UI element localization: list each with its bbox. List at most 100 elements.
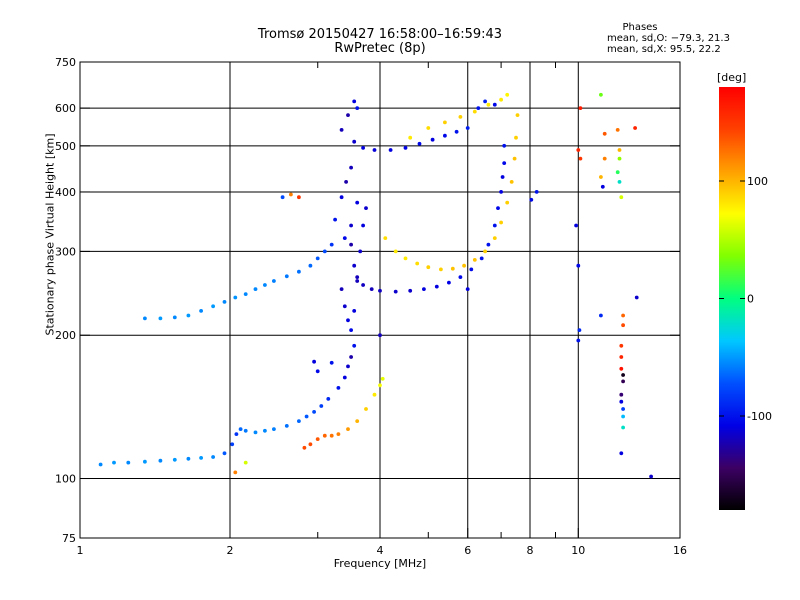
echo-point — [617, 156, 622, 161]
x-tick-label: 6 — [464, 544, 471, 557]
echo-point — [222, 300, 227, 304]
echo-point — [349, 355, 353, 359]
echo-point — [426, 265, 431, 270]
echo-point — [342, 236, 347, 241]
echo-point — [199, 309, 204, 313]
echo-point — [253, 287, 258, 291]
echo-point — [388, 148, 393, 152]
echo-point — [238, 427, 243, 431]
echo-point — [369, 287, 374, 291]
echo-point — [469, 267, 474, 272]
echo-point — [336, 386, 341, 390]
echo-point — [378, 288, 382, 293]
echo-point — [621, 425, 625, 430]
echo-point — [312, 410, 316, 414]
echo-point — [364, 407, 368, 411]
echo-point — [344, 180, 348, 184]
echo-point — [326, 397, 331, 401]
y-tick-label: 600 — [55, 102, 76, 115]
echo-point — [509, 180, 514, 184]
echo-point — [602, 131, 607, 136]
echo-point — [515, 113, 520, 117]
echo-point — [308, 263, 313, 268]
echo-point — [476, 106, 481, 110]
axis-ticks: 1 2 4 6 8 10 16 75 100 200 300 400 500 600 750 — [55, 56, 687, 557]
echo-point — [339, 127, 344, 132]
echo-point — [315, 256, 320, 261]
echo-point — [619, 355, 624, 359]
echo-point — [514, 135, 518, 140]
echo-point — [617, 148, 622, 152]
y-tick-label: 100 — [55, 473, 76, 486]
echo-point — [621, 313, 625, 318]
echo-point — [297, 269, 301, 274]
echo-point — [126, 460, 131, 465]
echo-point — [465, 287, 470, 291]
echo-point — [599, 92, 603, 97]
echo-point — [358, 249, 363, 254]
echo-point — [458, 115, 463, 119]
echo-point — [483, 99, 487, 104]
echo-point — [329, 433, 334, 438]
echo-point — [380, 376, 385, 381]
echo-point — [272, 427, 276, 431]
echo-point — [615, 170, 620, 175]
echo-point — [619, 195, 624, 200]
echo-point — [243, 460, 248, 465]
echo-point — [186, 313, 191, 318]
echo-point — [233, 295, 238, 300]
echo-point — [352, 139, 357, 144]
x-axis-title: Frequency [MHz] — [333, 557, 427, 570]
echo-point — [372, 392, 377, 397]
x-tick-label: 4 — [377, 544, 384, 557]
echo-point — [352, 99, 357, 104]
echo-point — [361, 283, 365, 287]
echo-point — [599, 175, 603, 179]
phase-stats-o-mode: mean, sd,O: −79.3, 21.3 — [607, 33, 730, 44]
chart-title: Tromsø 20150427 16:58:00–16:59:43 — [257, 27, 503, 42]
echo-point — [339, 287, 344, 291]
echo-point — [576, 263, 581, 268]
echo-point — [502, 161, 507, 166]
echo-point — [364, 206, 368, 211]
echo-point — [472, 109, 477, 114]
echo-point — [576, 338, 581, 343]
echo-point — [339, 195, 344, 200]
echo-point — [349, 242, 353, 247]
echo-point — [403, 146, 408, 150]
echo-point — [486, 242, 491, 247]
echo-point — [505, 92, 510, 97]
echo-point — [361, 146, 365, 150]
echo-point — [342, 304, 347, 309]
echo-point — [426, 126, 431, 130]
y-tick-label: 75 — [62, 532, 76, 545]
echo-point — [415, 261, 420, 266]
echo-point — [472, 258, 477, 262]
echo-point — [602, 156, 607, 161]
echo-point — [434, 284, 439, 289]
y-tick-label: 750 — [55, 56, 76, 69]
echo-point — [346, 427, 350, 431]
echo-point — [222, 451, 227, 456]
echo-point — [352, 309, 357, 313]
echo-point — [361, 223, 365, 228]
echo-point — [512, 156, 517, 161]
y-tick-label: 400 — [55, 186, 76, 199]
echo-point — [403, 256, 408, 261]
echo-point — [355, 200, 360, 205]
echo-point — [483, 249, 487, 254]
echo-point — [284, 424, 289, 428]
colorbar-tick-label: 100 — [747, 175, 768, 188]
echo-point — [492, 236, 497, 241]
echo-point — [578, 156, 583, 161]
echo-point — [143, 316, 147, 321]
echo-point — [422, 287, 426, 291]
echo-point — [465, 126, 470, 130]
echo-point — [304, 414, 309, 419]
echo-point — [342, 375, 347, 380]
echo-point — [450, 266, 455, 271]
echo-point — [243, 292, 248, 296]
x-tick-label: 8 — [527, 544, 534, 557]
echo-point — [505, 200, 510, 205]
